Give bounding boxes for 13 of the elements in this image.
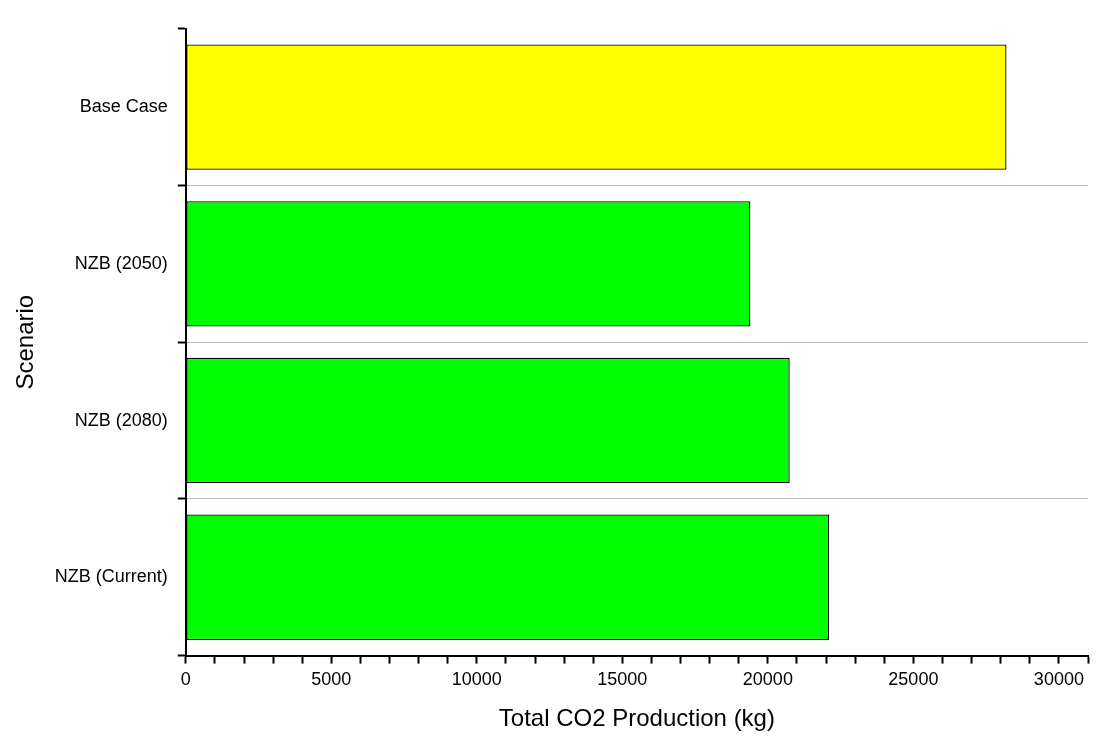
y-tick-label: NZB (2080) [74,409,168,430]
y-tick-label: NZB (Current) [54,566,168,587]
x-tick-label: 30000 [1033,669,1084,690]
x-axis-title: Total CO2 Production (kg) [498,704,775,732]
y-axis-title: Scenario [11,294,39,390]
y-tick-label: NZB (2050) [74,252,168,273]
y-tick-label: Base Case [79,96,168,117]
x-tick-label: 5000 [311,669,352,690]
x-tick-label: 15000 [597,669,648,690]
x-tick-label: 25000 [888,669,939,690]
x-tick-label: 20000 [742,669,793,690]
x-tick-label: 0 [180,669,191,690]
x-tick-label: 10000 [451,669,502,690]
